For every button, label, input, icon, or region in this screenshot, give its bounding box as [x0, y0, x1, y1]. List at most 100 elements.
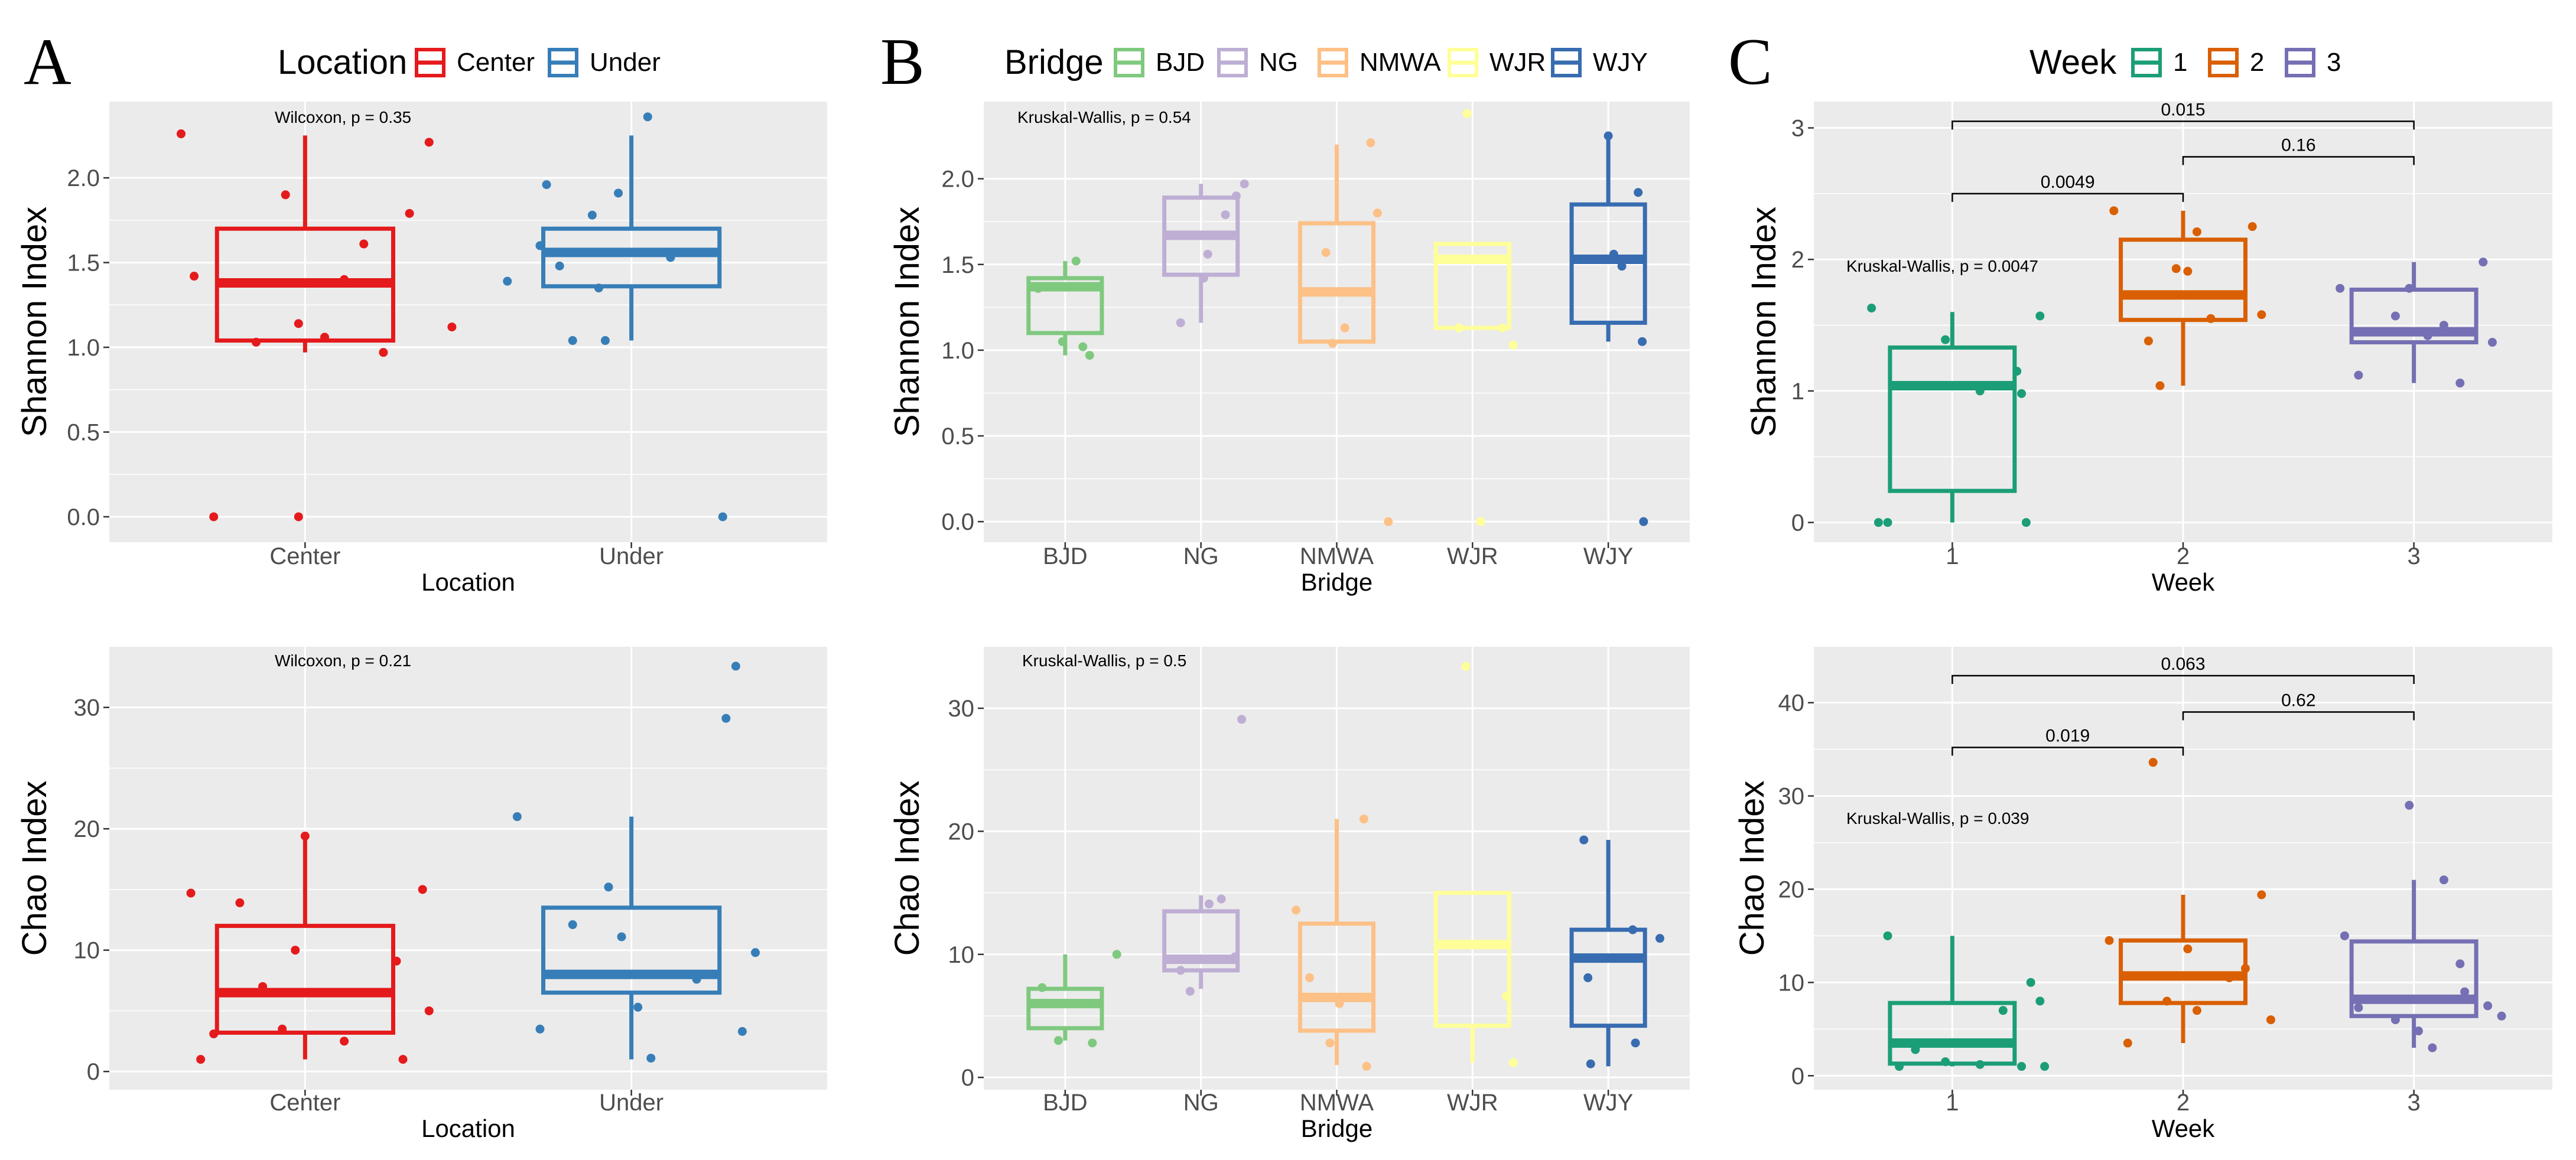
- data-point: [1883, 518, 1892, 527]
- x-tick-label: NG: [1183, 1090, 1219, 1116]
- data-point: [1063, 999, 1072, 1008]
- data-point: [300, 832, 310, 841]
- data-point: [1335, 999, 1344, 1008]
- y-tick-label: 2: [1791, 247, 1804, 273]
- data-point: [646, 1054, 656, 1063]
- box: [541, 226, 722, 289]
- y-tick-label: 20: [948, 819, 975, 845]
- data-point: [512, 812, 522, 822]
- data-point: [424, 1006, 434, 1015]
- panel-label-b: B: [880, 25, 925, 99]
- data-point: [721, 713, 731, 723]
- y-tick-label: 20: [1778, 877, 1805, 903]
- x-tick-label: 1: [1946, 543, 1959, 569]
- y-tick-label: 1.5: [67, 250, 100, 276]
- significance-bracket: [2182, 156, 2415, 165]
- data-point: [1975, 386, 1985, 396]
- data-point: [392, 956, 401, 966]
- legend-label: 3: [2327, 48, 2341, 77]
- data-point: [1199, 273, 1208, 283]
- significance-bracket: [1951, 193, 2184, 202]
- data-point: [2487, 338, 2497, 347]
- panel-background: [109, 647, 827, 1090]
- y-tick-label: 30: [948, 696, 975, 722]
- data-point: [340, 1037, 349, 1046]
- x-tick-label: 3: [2408, 1090, 2421, 1116]
- significance-label: 0.16: [2281, 136, 2315, 155]
- data-point: [503, 276, 512, 286]
- box: [2119, 237, 2248, 322]
- data-point: [1292, 905, 1301, 915]
- data-point: [1975, 1060, 1985, 1069]
- data-point: [209, 512, 219, 522]
- data-point: [2224, 973, 2234, 983]
- stat-annotation: Wilcoxon, p = 0.35: [275, 108, 411, 126]
- data-point: [2155, 381, 2165, 390]
- significance-bracket: [2182, 711, 2415, 721]
- data-point: [2171, 264, 2181, 273]
- y-tick-label: 0: [1791, 1063, 1804, 1089]
- data-point: [2479, 258, 2488, 267]
- data-point: [1305, 973, 1315, 982]
- data-point: [186, 888, 196, 898]
- data-point: [1998, 1006, 2008, 1015]
- data-point: [2017, 389, 2027, 398]
- y-tick-label: 1.0: [941, 338, 974, 364]
- y-tick-label: 2.0: [67, 165, 100, 191]
- data-point: [2021, 518, 2031, 527]
- y-axis-title: Chao Index: [1733, 781, 1771, 956]
- data-point: [1638, 337, 1647, 346]
- x-tick-label: BJD: [1043, 543, 1088, 569]
- y-tick-label: 30: [1778, 784, 1805, 810]
- data-point: [555, 261, 564, 271]
- data-point: [294, 512, 303, 522]
- data-point: [1583, 973, 1593, 982]
- data-point: [2192, 227, 2201, 236]
- stat-annotation: Kruskal-Wallis, p = 0.5: [1022, 651, 1186, 670]
- data-point: [281, 190, 290, 200]
- plot-b-chao: 0 10 20 30 BJD NG NMWA WJR WJY Kruskal-Wallis, p …: [888, 647, 1690, 1142]
- data-point: [1508, 340, 1518, 350]
- data-point: [604, 882, 613, 892]
- data-point: [2405, 800, 2414, 810]
- plot-c-chao: 0 10 20 30 40 1 2 3 0.063 0.019 0.62 Kruskal-Wallis…: [1733, 647, 2552, 1142]
- data-point: [692, 975, 701, 984]
- y-tick-label: 20: [74, 816, 100, 842]
- y-axis-title: Chao Index: [15, 781, 54, 956]
- data-point: [1176, 966, 1185, 975]
- data-point: [614, 188, 623, 198]
- legend-title-location: Location: [278, 43, 407, 82]
- panel-background: [109, 102, 827, 542]
- data-point: [1204, 899, 1214, 908]
- data-point: [2460, 987, 2470, 996]
- y-tick-label: 2.0: [941, 167, 974, 193]
- data-point: [1874, 518, 1883, 527]
- data-point: [2035, 996, 2045, 1006]
- y-tick-label: 40: [1778, 690, 1805, 716]
- panel-label-c: C: [1728, 25, 1772, 99]
- data-point: [643, 112, 652, 122]
- significance-label: 0.015: [2161, 100, 2205, 119]
- data-point: [1325, 1038, 1335, 1048]
- legend-label: BJD: [1156, 48, 1205, 77]
- significance-bracket: [1951, 675, 2415, 684]
- data-point: [737, 1027, 747, 1036]
- legend-title-week: Week: [2029, 43, 2117, 82]
- y-tick-label: 10: [948, 942, 975, 968]
- box: [1433, 891, 1511, 1028]
- data-point: [1340, 323, 1349, 333]
- y-axis-title: Shannon Index: [888, 207, 926, 437]
- data-point: [1655, 934, 1664, 943]
- data-point: [751, 948, 760, 957]
- legend-title-bridge: Bridge: [1004, 43, 1104, 82]
- data-point: [1609, 249, 1618, 259]
- x-tick-label: 3: [2408, 543, 2421, 569]
- data-point: [1217, 894, 1226, 904]
- y-tick-label: 0.0: [941, 509, 974, 535]
- data-point: [1372, 208, 1382, 218]
- x-tick-label: Center: [269, 543, 340, 569]
- data-point: [1237, 715, 1247, 724]
- plot-a-shannon: 0.0 0.5 1.0 1.5 2.0 Center Under Wilcoxon, p = …: [15, 102, 827, 596]
- legend-label: 1: [2173, 48, 2187, 77]
